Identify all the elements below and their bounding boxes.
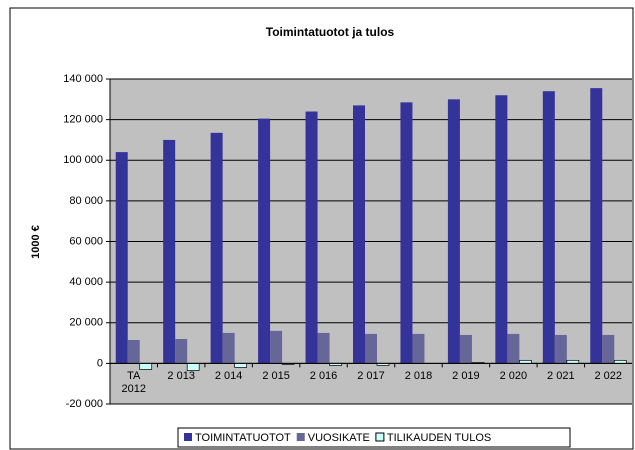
- y-tick-label: 140 000: [63, 73, 103, 85]
- y-tick-label: -20 000: [66, 398, 103, 410]
- legend-label: VUOSIKATE: [308, 432, 370, 444]
- x-tick-label: 2 015: [262, 370, 290, 383]
- legend-swatch: [375, 432, 385, 442]
- legend-swatch: [184, 433, 192, 441]
- bar: [210, 132, 223, 364]
- bar: [400, 102, 413, 364]
- bar: [365, 333, 377, 364]
- x-tick-label: 2 021: [547, 370, 575, 383]
- y-axis-label: 1000 €: [30, 225, 42, 259]
- bar: [317, 332, 330, 364]
- bar: [447, 99, 460, 364]
- bar: [270, 330, 283, 364]
- x-tick-label: 2 014: [214, 370, 243, 383]
- y-tick-label: 100 000: [63, 154, 103, 166]
- bar: [459, 334, 472, 364]
- x-tick-label: 2 017: [357, 370, 385, 383]
- legend-swatch: [296, 433, 305, 441]
- y-tick-label: 60 000: [69, 235, 103, 247]
- x-tick-label: 2 019: [452, 370, 480, 383]
- bar: [163, 139, 176, 364]
- bar: [258, 118, 271, 364]
- chart-title: Toimintatuotot ja tulos: [266, 25, 395, 39]
- bar: [222, 332, 235, 364]
- y-tick-label: 40 000: [69, 276, 103, 288]
- x-tick-label: 2 018: [404, 370, 433, 383]
- bar: [495, 95, 508, 364]
- bar: [542, 91, 555, 364]
- bar: [234, 363, 247, 368]
- bar: [127, 340, 140, 364]
- bar: [507, 333, 520, 364]
- x-tick-label: 2 016: [309, 370, 338, 383]
- legend-label: TILIKAUDEN TULOS: [387, 432, 491, 444]
- legend-label: TOIMINTATUOTOT: [195, 432, 291, 444]
- bar: [602, 334, 615, 364]
- bar: [412, 333, 425, 364]
- y-tick-label: 20 000: [69, 317, 103, 329]
- bar: [115, 152, 128, 364]
- bar: [175, 339, 188, 364]
- x-tick-label: 2 022: [594, 370, 623, 383]
- bar: [590, 88, 603, 364]
- y-tick-label: 120 000: [63, 114, 103, 126]
- x-tick-label: 2 013: [167, 370, 195, 383]
- y-tick-label: 0: [97, 357, 103, 369]
- bar: [353, 105, 365, 364]
- x-tick-label: TA 2012: [121, 370, 146, 396]
- bar: [139, 363, 153, 370]
- bar: [554, 334, 567, 364]
- bar: [305, 111, 318, 364]
- y-tick-label: 80 000: [69, 195, 103, 207]
- legend-box: [177, 427, 571, 448]
- x-tick-label: 2 020: [499, 370, 528, 383]
